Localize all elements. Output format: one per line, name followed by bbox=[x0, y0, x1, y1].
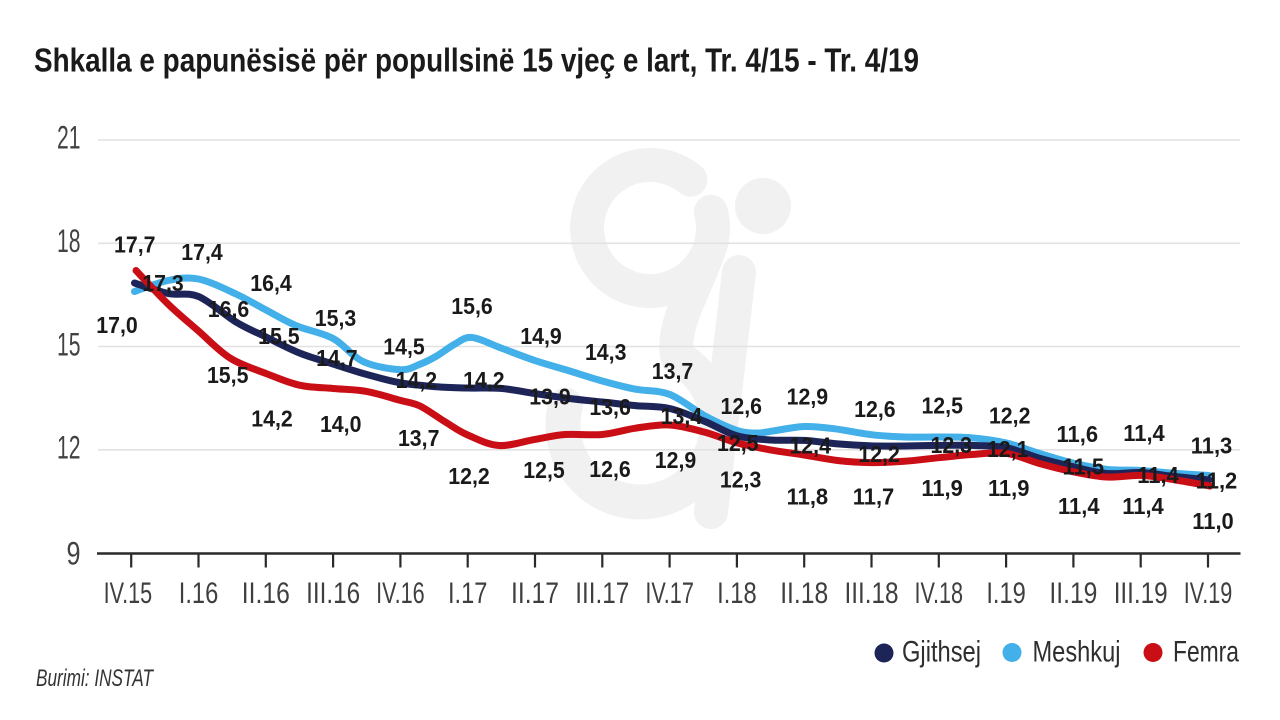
svg-text:Femra: Femra bbox=[1173, 636, 1239, 669]
svg-text:II.18: II.18 bbox=[780, 577, 828, 610]
svg-text:11,4: 11,4 bbox=[1058, 493, 1100, 519]
svg-text:13,4: 13,4 bbox=[661, 403, 703, 429]
svg-text:17,7: 17,7 bbox=[114, 232, 156, 258]
svg-text:III.16: III.16 bbox=[306, 577, 360, 610]
svg-text:IV.16: IV.16 bbox=[376, 577, 425, 610]
svg-text:13,6: 13,6 bbox=[589, 394, 631, 420]
svg-text:11,2: 11,2 bbox=[1196, 468, 1238, 494]
svg-text:14,9: 14,9 bbox=[520, 323, 562, 349]
svg-text:15,6: 15,6 bbox=[451, 293, 493, 319]
svg-text:9: 9 bbox=[67, 535, 81, 571]
svg-text:16,4: 16,4 bbox=[250, 270, 292, 296]
svg-text:11,6: 11,6 bbox=[1057, 421, 1099, 447]
svg-text:13,7: 13,7 bbox=[652, 358, 694, 384]
svg-text:II.19: II.19 bbox=[1049, 577, 1097, 610]
svg-text:12,6: 12,6 bbox=[721, 393, 763, 419]
svg-text:15,5: 15,5 bbox=[207, 362, 249, 388]
svg-text:Burimi: INSTAT: Burimi: INSTAT bbox=[36, 665, 155, 692]
svg-text:17,0: 17,0 bbox=[96, 312, 138, 338]
svg-text:Meshkuj: Meshkuj bbox=[1033, 636, 1121, 669]
svg-text:12,6: 12,6 bbox=[854, 396, 896, 422]
svg-text:12,5: 12,5 bbox=[921, 393, 963, 419]
svg-text:11,4: 11,4 bbox=[1137, 462, 1179, 488]
svg-text:16,6: 16,6 bbox=[208, 296, 250, 322]
svg-text:11,5: 11,5 bbox=[1063, 453, 1105, 479]
svg-text:12,1: 12,1 bbox=[987, 436, 1029, 462]
svg-text:IV.18: IV.18 bbox=[915, 577, 964, 610]
svg-text:I.18: I.18 bbox=[717, 577, 757, 610]
svg-text:11,9: 11,9 bbox=[921, 475, 963, 501]
svg-text:IV.19: IV.19 bbox=[1184, 577, 1233, 610]
svg-text:12,9: 12,9 bbox=[655, 447, 697, 473]
svg-text:12,2: 12,2 bbox=[858, 441, 900, 467]
svg-text:12,6: 12,6 bbox=[589, 456, 631, 482]
svg-text:13,9: 13,9 bbox=[529, 384, 571, 410]
svg-text:14,3: 14,3 bbox=[585, 339, 627, 365]
svg-text:12,9: 12,9 bbox=[787, 384, 829, 410]
svg-text:15,5: 15,5 bbox=[258, 323, 300, 349]
svg-text:11,0: 11,0 bbox=[1192, 508, 1234, 534]
svg-text:Shkalla e papunësisë për popul: Shkalla e papunësisë për popullsinë 15 v… bbox=[34, 42, 919, 79]
svg-text:14,2: 14,2 bbox=[463, 367, 505, 393]
svg-text:II.17: II.17 bbox=[511, 577, 559, 610]
svg-text:Gjithsej: Gjithsej bbox=[902, 636, 981, 669]
svg-text:I.16: I.16 bbox=[179, 577, 219, 610]
svg-text:12,3: 12,3 bbox=[720, 467, 762, 493]
svg-text:II.16: II.16 bbox=[242, 577, 290, 610]
svg-text:18: 18 bbox=[57, 223, 81, 259]
svg-text:12: 12 bbox=[57, 430, 81, 466]
svg-text:17,4: 17,4 bbox=[181, 239, 223, 265]
svg-text:14,7: 14,7 bbox=[316, 345, 358, 371]
svg-text:III.17: III.17 bbox=[575, 577, 629, 610]
svg-text:17,3: 17,3 bbox=[142, 270, 184, 296]
svg-text:21: 21 bbox=[57, 120, 81, 156]
svg-text:14,2: 14,2 bbox=[251, 406, 293, 432]
svg-text:IV.15: IV.15 bbox=[104, 577, 153, 610]
svg-text:III.18: III.18 bbox=[845, 577, 899, 610]
svg-text:14,0: 14,0 bbox=[320, 411, 362, 437]
svg-text:12,2: 12,2 bbox=[989, 403, 1031, 429]
svg-text:11,9: 11,9 bbox=[988, 475, 1030, 501]
svg-text:11,4: 11,4 bbox=[1122, 493, 1164, 519]
svg-text:12,4: 12,4 bbox=[789, 433, 831, 459]
svg-text:12,2: 12,2 bbox=[448, 463, 490, 489]
svg-text:I.17: I.17 bbox=[448, 577, 488, 610]
svg-text:13,7: 13,7 bbox=[398, 425, 440, 451]
svg-text:11,3: 11,3 bbox=[1191, 433, 1233, 459]
svg-text:14,2: 14,2 bbox=[396, 367, 438, 393]
svg-text:14,5: 14,5 bbox=[383, 334, 425, 360]
svg-text:IV.17: IV.17 bbox=[645, 577, 694, 610]
svg-text:11,7: 11,7 bbox=[853, 483, 895, 509]
svg-text:I.19: I.19 bbox=[986, 577, 1026, 610]
svg-text:11,8: 11,8 bbox=[787, 483, 829, 509]
svg-text:12,3: 12,3 bbox=[931, 432, 973, 458]
svg-text:15,3: 15,3 bbox=[315, 305, 357, 331]
svg-text:III.19: III.19 bbox=[1114, 577, 1168, 610]
svg-text:12,5: 12,5 bbox=[523, 457, 565, 483]
svg-text:11,4: 11,4 bbox=[1123, 420, 1165, 446]
svg-text:15: 15 bbox=[57, 326, 81, 362]
svg-text:12,5: 12,5 bbox=[717, 430, 759, 456]
